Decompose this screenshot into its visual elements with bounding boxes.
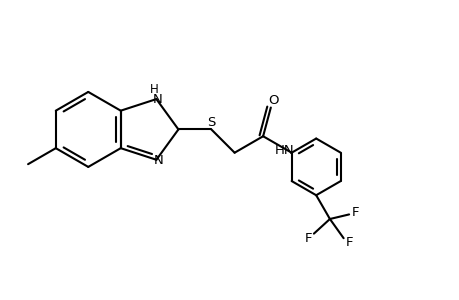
Text: N: N: [153, 154, 163, 167]
Text: F: F: [304, 232, 312, 245]
Text: N: N: [152, 93, 162, 106]
Text: HN: HN: [274, 144, 294, 157]
Text: F: F: [352, 206, 359, 219]
Text: H: H: [149, 82, 158, 95]
Text: S: S: [207, 116, 215, 129]
Text: O: O: [267, 94, 278, 107]
Text: F: F: [345, 236, 352, 249]
